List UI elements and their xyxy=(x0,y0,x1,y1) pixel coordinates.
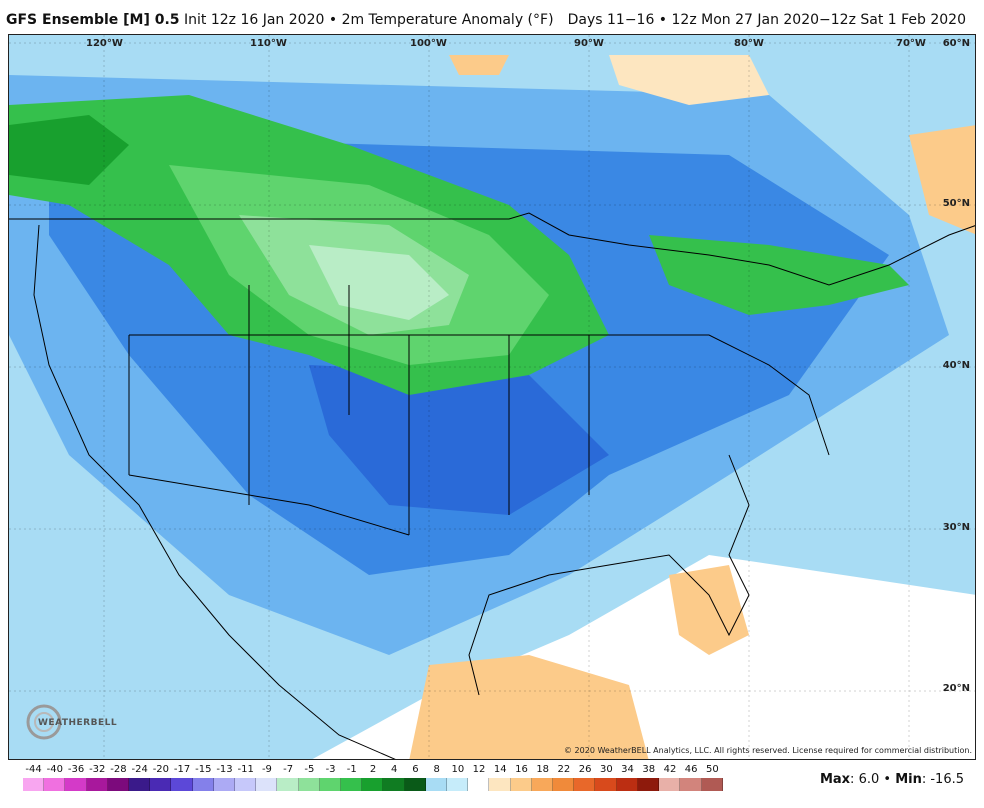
title-separator: • xyxy=(328,12,338,28)
map-panel xyxy=(8,34,976,760)
colorbar-swatch xyxy=(489,778,511,791)
colorbar-tick-label: 22 xyxy=(557,764,571,775)
valid-period: Days 11−16 • 12z Mon 27 Jan 2020−12z Sat… xyxy=(567,12,966,28)
colorbar-tick-label: 18 xyxy=(536,764,550,775)
max-min-stats: Max: 6.0 • Min: -16.5 xyxy=(819,772,964,787)
colorbar-tick-label: 34 xyxy=(621,764,634,775)
colorbar-swatch xyxy=(23,778,45,791)
colorbar-tick-label: 6 xyxy=(412,764,419,775)
colorbar-swatch xyxy=(192,778,214,791)
colorbar-tick-label: -9 xyxy=(261,764,272,775)
colorbar-tick-label: -3 xyxy=(325,764,336,775)
latitude-label: 60°N xyxy=(942,38,970,49)
colorbar-tick-label: -7 xyxy=(283,764,294,775)
colorbar-swatch xyxy=(362,778,384,791)
max-label: Max xyxy=(819,772,851,787)
colorbar-swatch xyxy=(235,778,257,791)
colorbar-swatch xyxy=(256,778,278,791)
colorbar-tick-label: -1 xyxy=(346,764,357,775)
colorbar-swatch xyxy=(637,778,660,791)
colorbar-swatch xyxy=(574,778,596,791)
latitude-label: 30°N xyxy=(942,522,970,533)
chart-title: GFS Ensemble [M] 0.5 Init 12z 16 Jan 202… xyxy=(6,12,554,28)
colorbar-tick-label: 4 xyxy=(391,764,398,775)
min-label: Min xyxy=(895,772,922,787)
colorbar-tick-label: -13 xyxy=(216,764,233,775)
min-value: -16.5 xyxy=(930,772,964,787)
colorbar-swatch xyxy=(129,778,151,791)
colorbar-tick-label: -36 xyxy=(67,764,85,775)
longitude-label: 110°W xyxy=(250,38,287,49)
colorbar-tick-label: -32 xyxy=(89,764,106,775)
colorbar-swatch xyxy=(701,778,723,791)
colorbar-swatch xyxy=(468,778,490,791)
colorbar-tick-label: 30 xyxy=(599,764,613,775)
longitude-label: 120°W xyxy=(86,38,123,49)
colorbar-swatch xyxy=(553,778,575,791)
colorbar-swatch xyxy=(447,778,469,791)
colorbar-swatch xyxy=(616,778,638,791)
header: GFS Ensemble [M] 0.5 Init 12z 16 Jan 202… xyxy=(0,0,984,34)
colorbar-swatch xyxy=(531,778,554,791)
latitude-label: 50°N xyxy=(942,198,970,209)
colorbar-swatch xyxy=(298,778,320,791)
colorbar-tick-label: 46 xyxy=(684,764,698,775)
latitude-label: 40°N xyxy=(942,360,970,371)
colorbar-swatch xyxy=(86,778,108,791)
colorbar-swatch xyxy=(383,778,405,791)
swirl-icon xyxy=(26,704,62,740)
colorbar-tick-label: -20 xyxy=(152,764,170,775)
colorbar-labels: -44 -40 -36 -32 -28 -24 -20 -17 -15 -13 -11 -9 -7 -5-… xyxy=(23,764,723,776)
colorbar-tick-label: 10 xyxy=(451,764,465,775)
colorbar-swatch xyxy=(425,778,448,791)
colorbar-tick-label: -15 xyxy=(195,764,212,775)
colorbar-swatch xyxy=(341,778,363,791)
colorbar-tick-label: 38 xyxy=(642,764,656,775)
colorbar-swatch xyxy=(213,778,236,791)
colorbar-tick-label: -28 xyxy=(110,764,127,775)
colorbar-tick-label: -24 xyxy=(131,764,148,775)
colorbar-swatch xyxy=(595,778,617,791)
longitude-label: 70°W xyxy=(896,38,926,49)
colorbar-tick-label: 16 xyxy=(515,764,528,775)
colorbar-swatch xyxy=(65,778,87,791)
weatherbell-logo: WEATHERBELL xyxy=(24,702,117,740)
colorbar-swatch xyxy=(171,778,193,791)
init-time: Init 12z 16 Jan 2020 xyxy=(184,12,325,28)
model-name: GFS Ensemble [M] 0.5 xyxy=(6,12,180,28)
colorbar-tick-label: -17 xyxy=(173,764,191,775)
colorbar-swatch xyxy=(277,778,299,791)
field-name: 2m Temperature Anomaly (°F) xyxy=(341,12,554,28)
latitude-label: 20°N xyxy=(942,683,970,694)
longitude-label: 100°W xyxy=(410,38,447,49)
colorbar-swatch xyxy=(150,778,172,791)
logo-text: WEATHERBELL xyxy=(38,718,118,728)
colorbar-swatch xyxy=(659,778,681,791)
colorbar-swatch xyxy=(44,778,66,791)
colorbar-tick-label: -40 xyxy=(46,764,63,775)
colorbar-swatch xyxy=(510,778,532,791)
colorbar-tick-label: -11 xyxy=(237,764,254,775)
colorbar-tick-label: -44 xyxy=(25,764,42,775)
colorbar-swatch xyxy=(319,778,342,791)
colorbar-tick-label: 2 xyxy=(369,764,377,775)
colorbar xyxy=(23,778,723,791)
colorbar-tick-label: 12 xyxy=(472,764,486,775)
copyright-notice: © 2020 WeatherBELL Analytics, LLC. All r… xyxy=(564,746,972,755)
colorbar-tick-label: 14 xyxy=(493,764,507,775)
max-value: 6.0 xyxy=(858,772,880,787)
colorbar-tick-label: 50 xyxy=(706,764,719,775)
longitude-label: 80°W xyxy=(734,38,764,49)
colorbar-tick-label: 42 xyxy=(663,764,677,775)
longitude-label: 90°W xyxy=(574,38,604,49)
colorbar-tick-label: 26 xyxy=(578,764,592,775)
colorbar-swatch xyxy=(107,778,130,791)
colorbar-swatch xyxy=(404,778,426,791)
colorbar-swatch xyxy=(680,778,702,791)
colorbar-tick-label: 8 xyxy=(433,764,440,775)
anomaly-map xyxy=(9,35,975,759)
colorbar-tick-label: -5 xyxy=(304,764,315,775)
